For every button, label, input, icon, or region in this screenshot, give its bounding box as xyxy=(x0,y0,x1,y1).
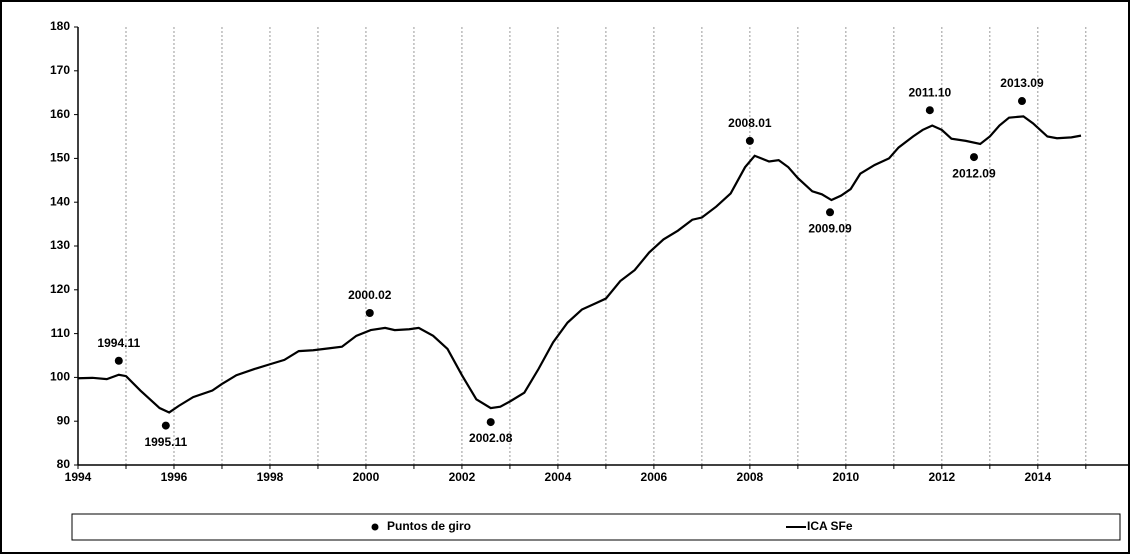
y-tick-label: 120 xyxy=(50,282,70,296)
point-label: 2012.09 xyxy=(952,166,996,180)
legend-label: Puntos de giro xyxy=(387,519,471,533)
y-tick-label: 110 xyxy=(51,326,71,340)
turning-point xyxy=(925,106,934,115)
point-label: 2011.10 xyxy=(908,85,951,99)
y-tick-label: 100 xyxy=(50,370,70,384)
series-line xyxy=(77,115,1082,414)
point-label: 2008.01 xyxy=(728,116,772,130)
y-tick-label: 180 xyxy=(50,19,70,33)
x-tick-label: 1996 xyxy=(161,470,188,484)
x-tick-label: 2008 xyxy=(737,470,764,484)
x-tick-label: 2000 xyxy=(353,470,380,484)
turning-point xyxy=(486,418,495,427)
y-tick-label: 170 xyxy=(50,63,70,77)
turning-point xyxy=(826,208,835,217)
x-tick-label: 1998 xyxy=(257,470,284,484)
legend-marker xyxy=(371,523,379,531)
y-tick-label: 130 xyxy=(50,238,70,252)
x-tick-label: 1994 xyxy=(65,470,92,484)
legend-box xyxy=(71,513,1121,541)
turning-point xyxy=(745,136,754,145)
point-label: 2013.09 xyxy=(1000,76,1044,90)
y-tick-label: 90 xyxy=(57,413,71,427)
turning-point xyxy=(969,153,978,162)
point-label: 1995.11 xyxy=(144,435,187,449)
point-label: 2002.08 xyxy=(469,431,513,445)
point-label: 1994.11 xyxy=(97,336,140,350)
y-tick-label: 80 xyxy=(57,457,71,471)
x-tick-label: 2012 xyxy=(928,470,955,484)
turning-point xyxy=(161,421,170,430)
x-tick-label: 2002 xyxy=(449,470,476,484)
turning-point xyxy=(365,309,374,318)
x-tick-label: 2004 xyxy=(545,470,572,484)
y-tick-label: 160 xyxy=(50,107,70,121)
point-label: 2000.02 xyxy=(348,288,392,302)
turning-point xyxy=(114,356,123,365)
turning-point xyxy=(1017,97,1026,106)
x-tick-label: 2010 xyxy=(833,470,860,484)
y-tick-label: 150 xyxy=(50,151,70,165)
point-label: 2009.09 xyxy=(808,221,852,235)
y-tick-label: 140 xyxy=(50,194,70,208)
x-tick-label: 2006 xyxy=(641,470,668,484)
x-tick-label: 2014 xyxy=(1024,470,1051,484)
legend-label: ICA SFe xyxy=(807,519,853,533)
